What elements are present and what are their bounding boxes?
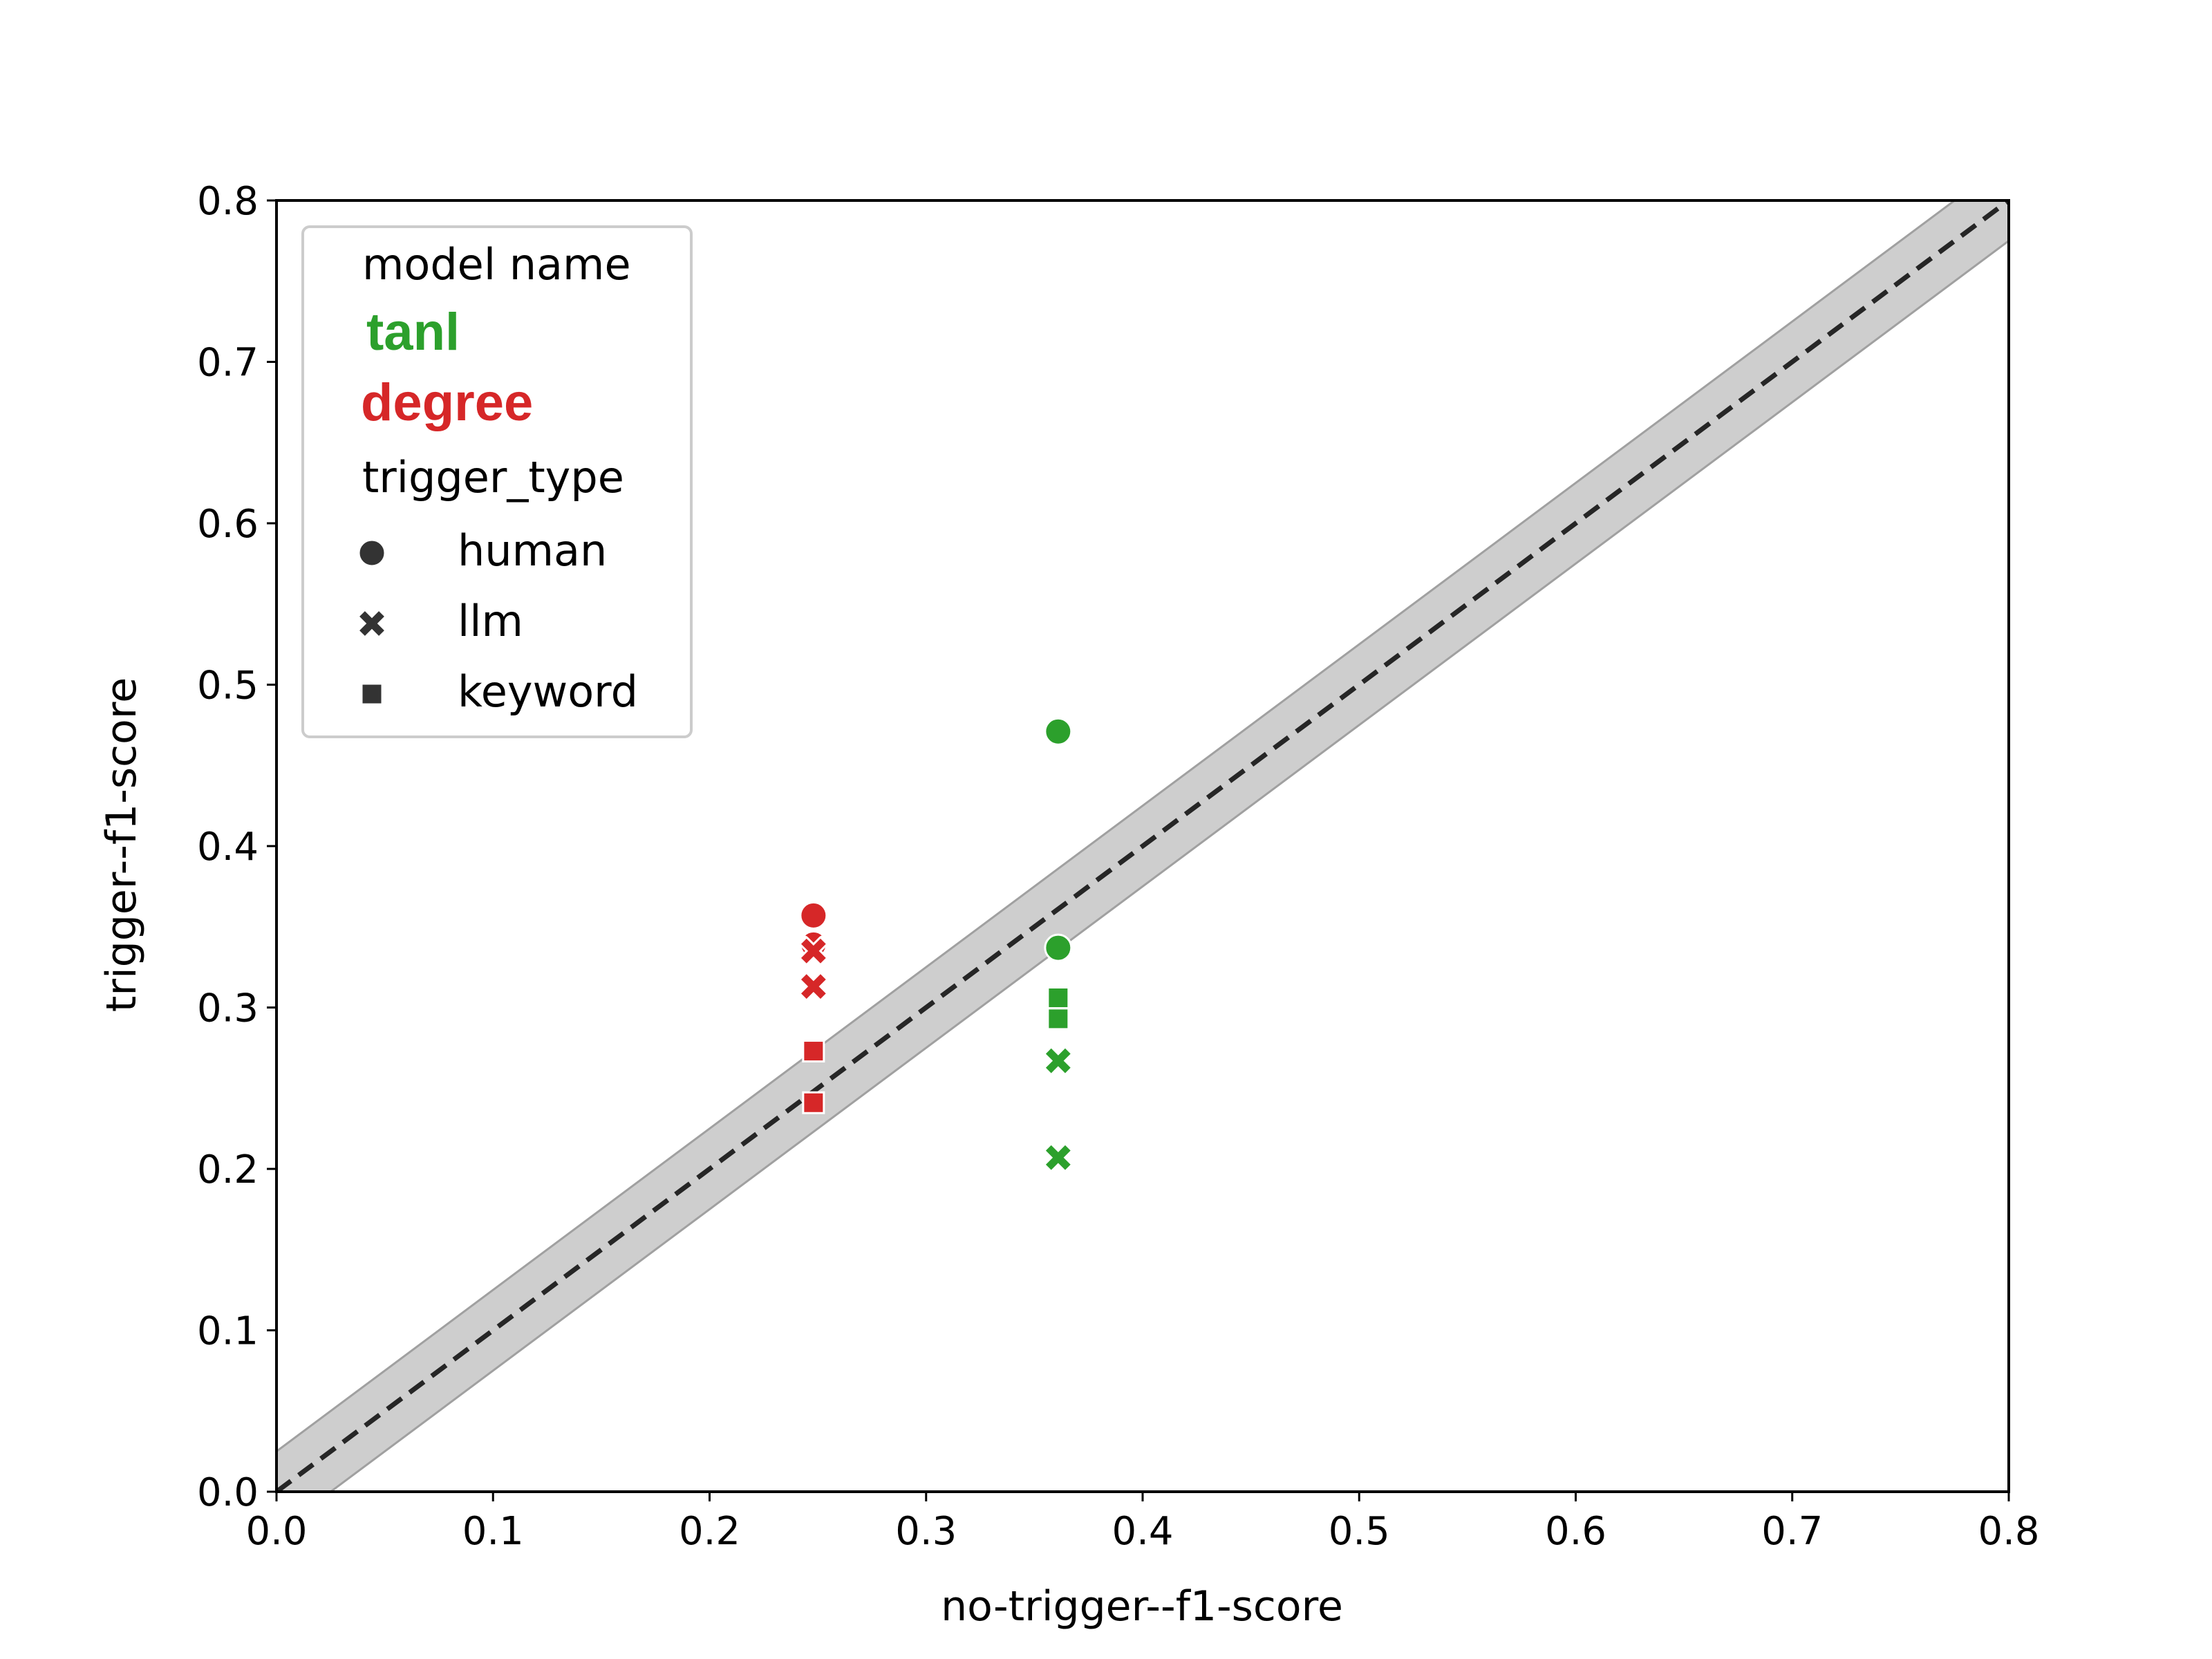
point-degree-llm <box>798 935 830 967</box>
point-tanl-keyword <box>1047 986 1070 1009</box>
x-tick-label: 0.5 <box>1329 1509 1390 1554</box>
y-tick-label: 0.4 <box>197 825 259 870</box>
point-tanl-llm <box>1042 1045 1074 1077</box>
x-tick-label: 0.8 <box>1978 1509 2039 1554</box>
reference-line <box>276 200 2009 1492</box>
x-tick-label: 0.1 <box>462 1509 524 1554</box>
point-degree-keyword <box>802 1091 825 1114</box>
axes: 0.0 0.1 0.2 0.3 0.4 0.5 0.6 0.7 0.8 0.0 0.1 0.2 0.3 0… <box>197 179 2040 1554</box>
legend-frame <box>301 225 693 738</box>
legend: model name tanl degree trigger_type huma… <box>301 225 693 738</box>
legend-model-tanl: tanl <box>366 303 460 362</box>
point-tanl-llm <box>1042 1142 1074 1174</box>
legend-label-keyword: keyword <box>458 666 638 717</box>
y-tick-label: 0.0 <box>197 1470 259 1515</box>
x-tick-label: 0.3 <box>895 1509 957 1554</box>
x-tick-label: 0.6 <box>1545 1509 1606 1554</box>
legend-style-title: trigger_type <box>362 452 624 503</box>
legend-label-human: human <box>458 525 607 576</box>
legend-markers <box>356 538 388 706</box>
point-degree-keyword <box>802 1040 825 1063</box>
legend-model-degree: degree <box>361 373 533 432</box>
legend-hue-title: model name <box>362 239 631 290</box>
y-tick-label: 0.7 <box>197 341 259 386</box>
legend-marker-llm-stroke <box>359 611 384 636</box>
y-tick-label: 0.8 <box>197 179 259 224</box>
plot-clipped-content <box>276 200 2009 1492</box>
x-axis-title: no-trigger--f1-score <box>941 1582 1343 1631</box>
point-tanl-human <box>1044 717 1073 746</box>
point-tanl-keyword <box>1047 1007 1070 1031</box>
y-tick-label: 0.3 <box>197 986 259 1031</box>
x-tick-label: 0.2 <box>679 1509 740 1554</box>
point-tanl-llm-stroke <box>1045 1145 1071 1170</box>
point-tanl-llm-stroke <box>1045 1048 1071 1074</box>
legend-marker-human <box>357 538 386 568</box>
point-tanl-human <box>1044 933 1073 962</box>
point-degree-llm <box>798 971 830 1002</box>
point-degree-human <box>799 901 828 930</box>
x-tick-label: 0.7 <box>1761 1509 1823 1554</box>
legend-label-llm: llm <box>458 596 523 646</box>
y-tick-label: 0.1 <box>197 1309 259 1354</box>
point-degree-llm-stroke <box>800 938 826 964</box>
point-degree-llm-stroke <box>800 974 826 1000</box>
data-points <box>798 717 1074 1174</box>
legend-marker-keyword <box>360 682 384 706</box>
legend-marker-llm <box>356 608 388 639</box>
plot-area <box>276 200 2009 1492</box>
y-tick-label: 0.2 <box>197 1147 259 1192</box>
x-tick-label: 0.4 <box>1112 1509 1173 1554</box>
y-tick-label: 0.5 <box>197 664 259 709</box>
y-tick-label: 0.6 <box>197 502 259 547</box>
x-tick-label: 0.0 <box>245 1509 307 1554</box>
y-axis-title: trigger--f1-score <box>97 677 146 1012</box>
